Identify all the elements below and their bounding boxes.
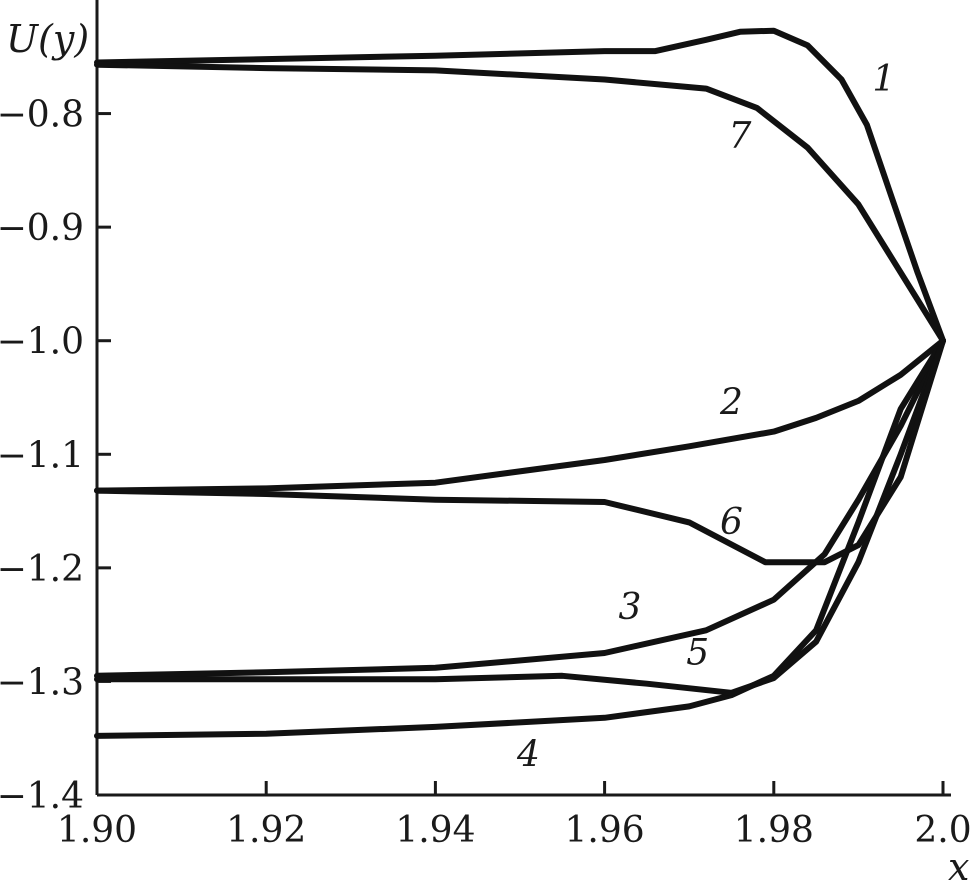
series-line-6 xyxy=(94,337,946,566)
series-label-7: 7 xyxy=(729,116,752,157)
series-label-6: 6 xyxy=(720,502,743,543)
y-tick-label: −1.1 xyxy=(0,435,84,476)
series-label-1: 1 xyxy=(872,59,895,100)
y-tick-label: −1.2 xyxy=(0,549,84,590)
x-tick-label: 1.98 xyxy=(734,810,814,851)
series-line-1 xyxy=(94,27,946,344)
y-tick-label: −1.0 xyxy=(0,322,84,363)
x-tick-label: 2.0 xyxy=(914,810,970,851)
series-line-5 xyxy=(94,337,946,696)
y-tick-label: −0.8 xyxy=(0,95,84,136)
curve-labels: 1 2 3 4 5 6 7 xyxy=(516,59,895,776)
series-line-7 xyxy=(94,61,946,344)
series-label-5: 5 xyxy=(686,632,709,673)
y-tick-label: −1.3 xyxy=(0,662,84,703)
series-label-2: 2 xyxy=(719,383,743,424)
y-tick-label: −0.9 xyxy=(0,208,84,249)
series-label-3: 3 xyxy=(619,587,642,628)
x-tick-label: 1.94 xyxy=(395,810,475,851)
axes xyxy=(95,0,951,797)
x-tick-label: 1.96 xyxy=(565,810,645,851)
x-tick-label: 1.90 xyxy=(57,810,137,851)
x-axis-title: x xyxy=(948,845,969,889)
series-line-2 xyxy=(94,337,946,494)
x-tick-label: 1.92 xyxy=(226,810,306,851)
series-label-4: 4 xyxy=(516,735,540,776)
ticks: −0.8 −0.9 −1.0 −1.1 −1.2 −1.3 −1.41.90 1.92 1.94… xyxy=(0,95,970,851)
series-group xyxy=(94,27,946,739)
y-tick-label: −1.4 xyxy=(0,776,84,817)
y-axis-title: U(y) xyxy=(6,17,89,61)
